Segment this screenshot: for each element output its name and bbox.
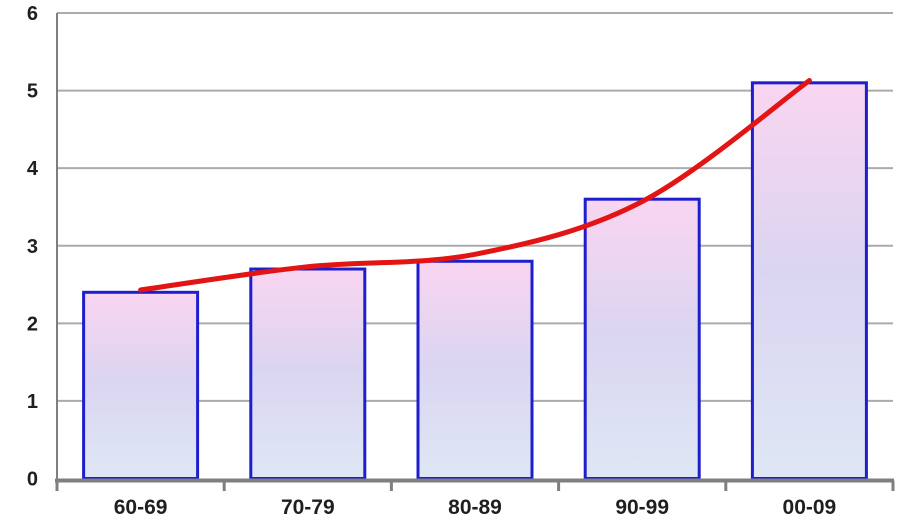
bar-60-69 bbox=[82, 290, 200, 480]
x-tick-label-00-09: 00-09 bbox=[783, 496, 837, 519]
y-tick-label-6: 6 bbox=[27, 3, 38, 25]
y-tick-label-3: 3 bbox=[27, 236, 38, 258]
x-tick-label-70-79: 70-79 bbox=[281, 496, 335, 519]
bar-80-89 bbox=[416, 259, 534, 480]
y-tick-label-1: 1 bbox=[27, 391, 38, 413]
bar-00-09 bbox=[750, 81, 868, 480]
y-tick-label-5: 5 bbox=[27, 81, 38, 103]
y-tick-label-4: 4 bbox=[27, 158, 39, 180]
y-tick-label-2: 2 bbox=[27, 313, 38, 335]
x-tick-label-60-69: 60-69 bbox=[114, 496, 168, 519]
bar-90-99 bbox=[583, 197, 701, 480]
x-tick-label-90-99: 90-99 bbox=[615, 496, 669, 519]
y-tick-label-0: 0 bbox=[27, 469, 38, 491]
exponential-trendline bbox=[138, 78, 812, 293]
x-tick-label-80-89: 80-89 bbox=[448, 496, 502, 519]
bar-70-79 bbox=[249, 267, 367, 480]
